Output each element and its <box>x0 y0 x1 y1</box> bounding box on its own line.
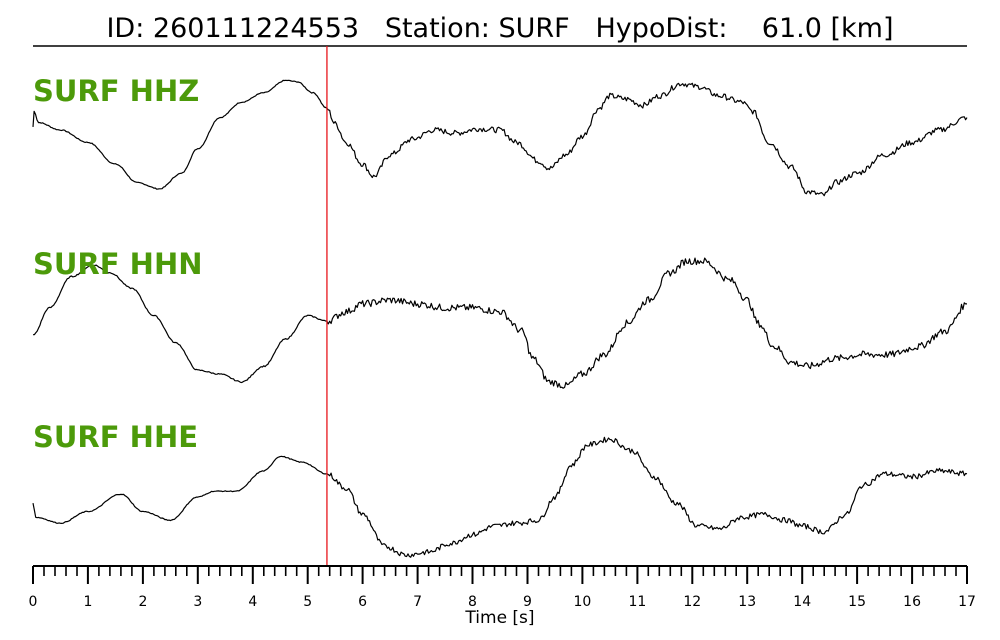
time-axis-ticks <box>32 566 968 584</box>
time-axis-tick-labels: 0 1 2 3 4 5 6 7 8 9 10 11 12 13 14 15 16 17 <box>29 594 976 610</box>
tick-label: 17 <box>958 594 976 610</box>
trace-label-surf-hhn: SURF HHN <box>33 247 202 281</box>
hypodist-value: 61.0 <box>762 13 822 44</box>
tick-label: 5 <box>303 594 312 610</box>
chart-title: ID: 260111224553 Station: SURF HypoDist:… <box>106 13 893 44</box>
tick-label: 3 <box>193 594 202 610</box>
event-id-label: ID: <box>106 13 144 44</box>
tick-label: 0 <box>29 594 38 610</box>
trace-label-surf-hhz: SURF HHZ <box>33 74 199 108</box>
tick-label: 2 <box>138 594 147 610</box>
trace-label-surf-hhe: SURF HHE <box>33 420 198 454</box>
tick-label: 10 <box>573 594 591 610</box>
tick-label: 8 <box>468 594 477 610</box>
svg-text:ID: 260111224553 Station: SU: ID: 260111224553 Station: SURF HypoDist:… <box>106 13 893 44</box>
tick-label: 12 <box>683 594 701 610</box>
tick-label: 7 <box>413 594 422 610</box>
event-id-value: 260111224553 <box>153 13 359 44</box>
time-axis-title: Time [s] <box>464 608 534 628</box>
station-label: Station: <box>385 13 490 44</box>
tick-label: 14 <box>793 594 811 610</box>
time-axis: 0 1 2 3 4 5 6 7 8 9 10 11 12 13 14 15 16 17 Time [s] <box>29 565 976 628</box>
tick-label: 13 <box>738 594 756 610</box>
tick-label: 4 <box>248 594 257 610</box>
hypodist-unit: [km] <box>831 13 894 44</box>
traces-layer <box>32 79 968 558</box>
tick-label: 9 <box>523 594 532 610</box>
hypodist-label: HypoDist: <box>595 13 727 44</box>
tick-label: 1 <box>83 594 92 610</box>
trace-surf-hhn <box>32 257 967 389</box>
tick-label: 11 <box>628 594 646 610</box>
station-value: SURF <box>499 13 570 44</box>
tick-label: 16 <box>903 594 921 610</box>
trace-surf-hhe <box>32 436 968 558</box>
trace-surf-hhz <box>32 79 968 197</box>
tick-label: 15 <box>848 594 866 610</box>
tick-label: 6 <box>358 594 367 610</box>
trace-labels-layer: SURF HHZ SURF HHN SURF HHE <box>33 74 202 454</box>
